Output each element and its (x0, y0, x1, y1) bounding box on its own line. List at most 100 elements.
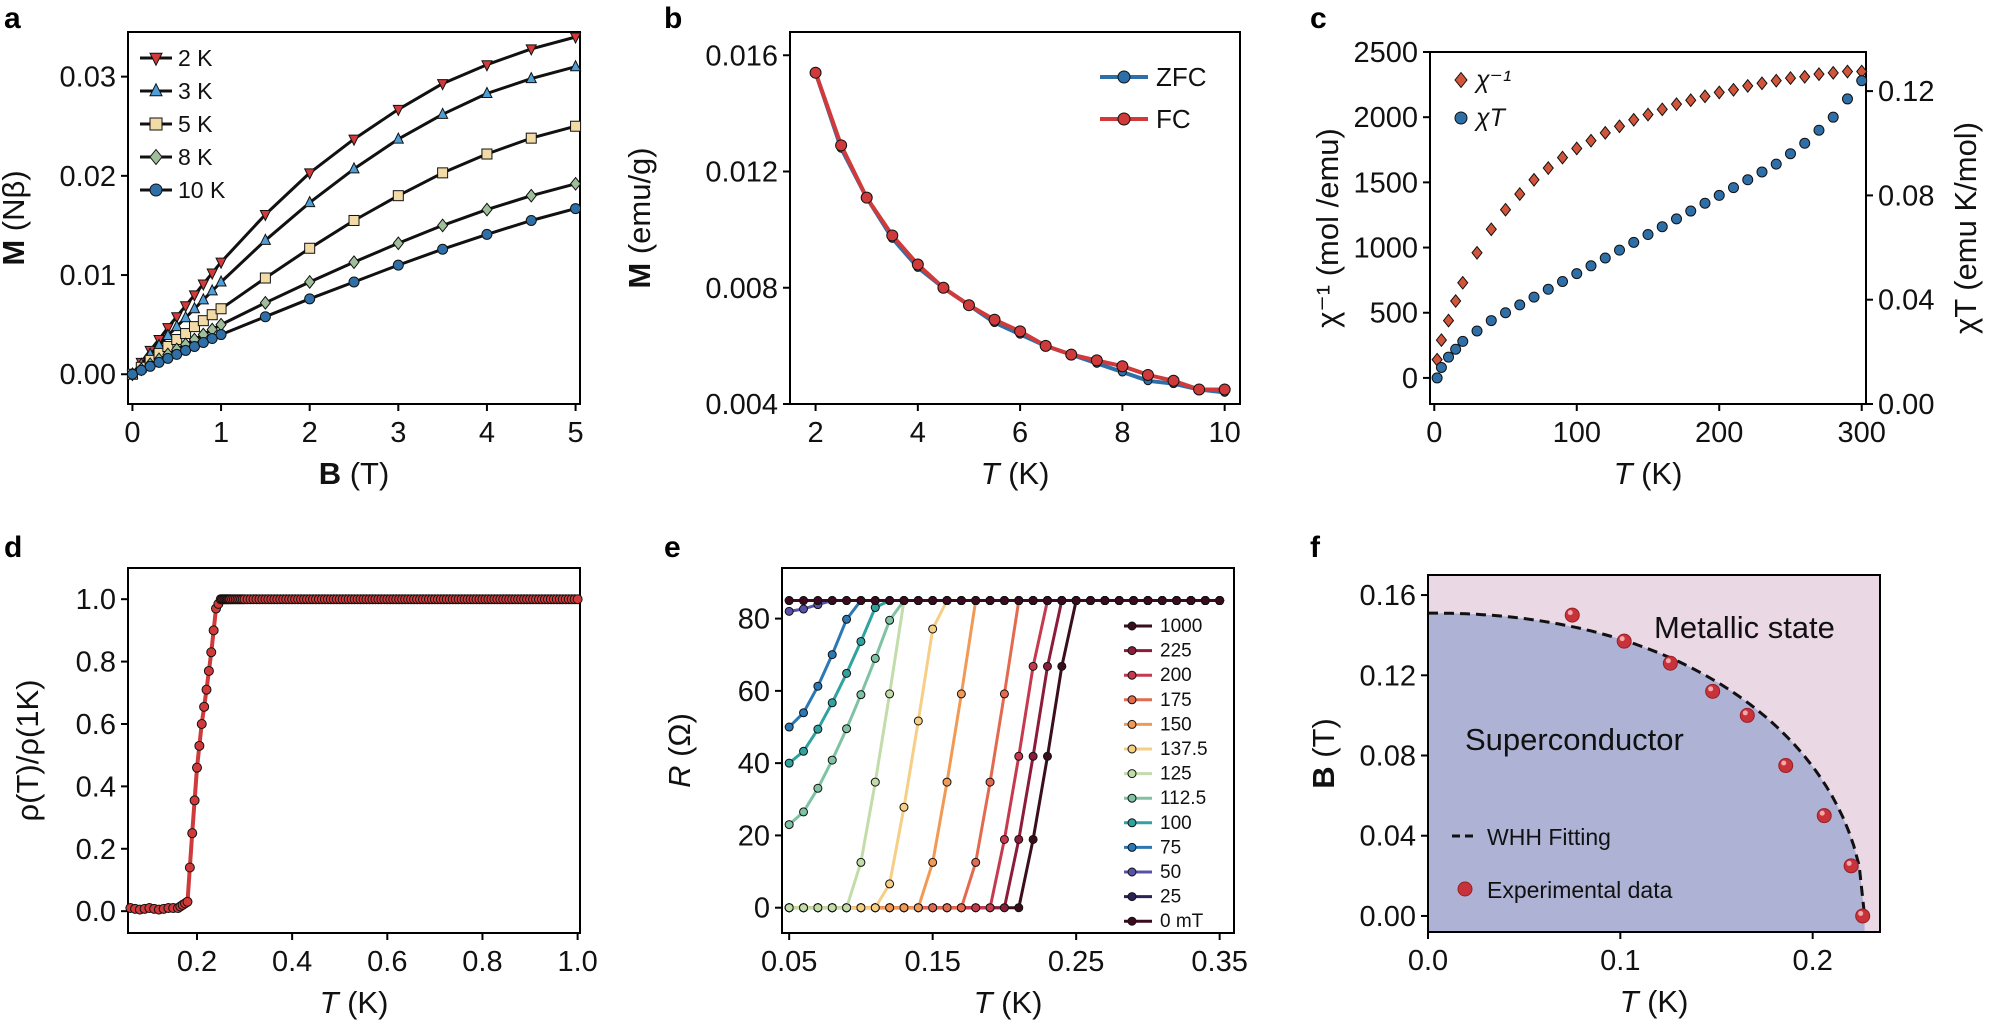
e-point (1028, 834, 1038, 844)
c-point (1756, 76, 1768, 91)
b-point (1218, 383, 1231, 396)
e-point (813, 724, 823, 734)
c-point (1656, 102, 1668, 117)
c-point (1628, 112, 1640, 127)
b-point (1167, 374, 1180, 387)
d-ytick-label: 0.2 (76, 834, 116, 866)
c-point (1628, 236, 1640, 248)
a-point (436, 79, 449, 91)
e-point (1129, 596, 1139, 606)
a-point (303, 168, 316, 180)
a-ytick-label: 0.01 (60, 260, 116, 292)
c-axes-frame (1429, 51, 1867, 405)
b-legend-label: FC (1156, 104, 1191, 134)
c-xlabel-unit: (K) (1633, 456, 1683, 491)
e-point (1014, 751, 1024, 761)
b-point (886, 229, 899, 242)
c-point (1813, 124, 1825, 136)
f-xlabel-unit: (K) (1639, 984, 1689, 1019)
a-point (436, 107, 449, 119)
e-point (784, 758, 794, 768)
f-ytick-label: 0.16 (1360, 580, 1416, 612)
c-point (1435, 361, 1447, 373)
e-point (1042, 661, 1052, 671)
c-point (1685, 93, 1697, 108)
b-xlabel: T (K) (981, 456, 1050, 491)
c-ytick-label: 0 (1402, 363, 1418, 395)
e-legend-label: 225 (1160, 641, 1192, 662)
e-point (799, 596, 809, 606)
b-point (962, 299, 975, 312)
e-line-6 (789, 599, 1220, 910)
d-point (196, 718, 207, 729)
a-legend-label: 3 K (178, 78, 213, 104)
b-point (1141, 368, 1154, 381)
a-point (206, 268, 219, 281)
b-xtick-label: 6 (1012, 417, 1028, 449)
b-ytick-label: 0.012 (705, 157, 778, 189)
e-ytick-label: 60 (738, 676, 770, 708)
d-point (184, 862, 195, 873)
a-point (215, 303, 227, 315)
c-xtick-label: 0 (1426, 417, 1442, 449)
panel-letter-c: c (1310, 2, 1327, 35)
c-point (1799, 69, 1811, 84)
a-legend-label: 5 K (178, 111, 213, 137)
e-point (784, 722, 794, 732)
c-y2tick-label: 0.04 (1878, 285, 1934, 317)
b-legend-marker (1117, 112, 1131, 126)
e-point (827, 698, 837, 708)
a-point (303, 195, 316, 208)
f-data-point-highlight (1819, 810, 1825, 816)
e-point (913, 903, 923, 913)
a-legend-marker (149, 82, 163, 97)
b-point (937, 281, 950, 294)
e-xlabel-symbol: T (974, 985, 995, 1020)
e-point (1014, 596, 1024, 606)
e-point (1042, 751, 1052, 761)
c-point (1542, 160, 1554, 176)
b-point (1065, 348, 1078, 361)
a-xtick-label: 2 (302, 417, 318, 449)
e-point (1014, 903, 1024, 913)
e-legend-marker (1127, 621, 1137, 631)
b-xtick-label: 8 (1114, 417, 1130, 449)
e-point (971, 857, 981, 867)
c-ytick-label: 2000 (1353, 102, 1418, 134)
e-axes-frame (781, 567, 1235, 934)
a-point (188, 321, 200, 333)
e-point (856, 903, 866, 913)
d-ytick-label: 0.0 (76, 896, 116, 928)
b-point (988, 313, 1001, 326)
f-legend-fit-label: WHH Fitting (1487, 824, 1611, 850)
e-point (928, 857, 938, 867)
e-point (942, 777, 952, 787)
c-legend-label: χ⁻¹ (1474, 66, 1511, 94)
e-point (1028, 661, 1038, 671)
e-point (1200, 596, 1210, 606)
e-legend-label: 50 (1160, 862, 1181, 883)
a-legend-marker (149, 183, 163, 197)
a-point (188, 290, 201, 302)
c-point (1670, 213, 1682, 225)
e-point (842, 668, 852, 678)
d-xtick-label: 0.4 (272, 946, 312, 978)
c-point (1713, 189, 1725, 201)
e-xtick-label: 0.15 (904, 946, 960, 978)
f-whh-fit-line (1428, 611, 1867, 917)
a-point (179, 310, 192, 323)
e-legend-marker (1127, 867, 1137, 877)
d-xlabel-unit: (K) (339, 985, 389, 1020)
f-superconducting-region (1428, 613, 1865, 932)
a-legend-label: 10 K (178, 177, 226, 203)
e-point (799, 708, 809, 718)
c-y2tick-label: 0.12 (1878, 76, 1934, 108)
e-point (827, 755, 837, 765)
f-xtick-label: 0.2 (1793, 945, 1833, 977)
a-point (481, 148, 493, 160)
e-point (1057, 661, 1067, 671)
c-point (1514, 187, 1526, 202)
a-point (170, 312, 183, 324)
e-point (784, 820, 794, 830)
c-ytick-label: 1000 (1353, 233, 1418, 265)
